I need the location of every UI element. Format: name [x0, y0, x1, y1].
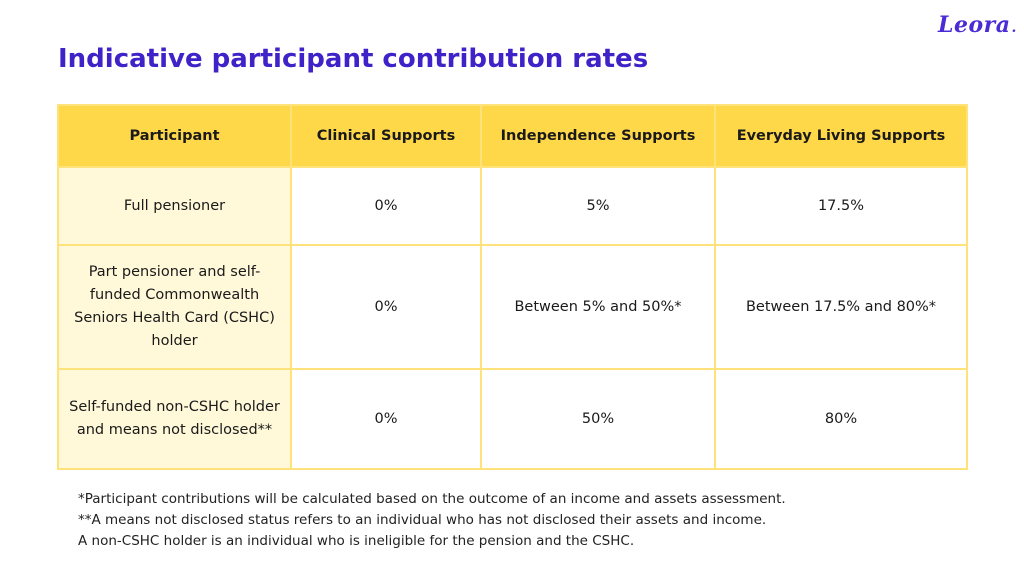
table-row: Self-funded non-CSHC holder and means no… — [57, 368, 968, 470]
header-participant: Participant — [57, 104, 292, 168]
clinical-rate-cell: 0% — [290, 166, 482, 246]
leora-logo: Leora. — [938, 12, 1017, 38]
independence-rate-cell: 5% — [480, 166, 716, 246]
table-header-row: Participant Clinical Supports Independen… — [57, 104, 968, 168]
page-title: Indicative participant contribution rate… — [58, 44, 649, 74]
clinical-rate-cell: 0% — [290, 368, 482, 470]
footnotes: *Participant contributions will be calcu… — [78, 489, 786, 552]
logo-dot: . — [1011, 20, 1017, 36]
everyday-living-rate-cell: Between 17.5% and 80%* — [714, 244, 968, 370]
participant-cell: Part pensioner and self-funded Commonwea… — [57, 244, 292, 370]
header-independence-supports: Independence Supports — [480, 104, 716, 168]
header-clinical-supports: Clinical Supports — [290, 104, 482, 168]
everyday-living-rate-cell: 17.5% — [714, 166, 968, 246]
logo-text: Leora — [938, 12, 1011, 38]
table-row: Full pensioner 0% 5% 17.5% — [57, 166, 968, 246]
footnote: **A means not disclosed status refers to… — [78, 512, 767, 528]
participant-cell: Self-funded non-CSHC holder and means no… — [57, 368, 292, 470]
table-row: Part pensioner and self-funded Commonwea… — [57, 244, 968, 370]
header-everyday-living-supports: Everyday Living Supports — [714, 104, 968, 168]
clinical-rate-cell: 0% — [290, 244, 482, 370]
everyday-living-rate-cell: 80% — [714, 368, 968, 470]
contribution-rates-table: Participant Clinical Supports Independen… — [57, 104, 968, 470]
footnote: *Participant contributions will be calcu… — [78, 491, 786, 507]
independence-rate-cell: 50% — [480, 368, 716, 470]
participant-cell: Full pensioner — [57, 166, 292, 246]
independence-rate-cell: Between 5% and 50%* — [480, 244, 716, 370]
footnote: A non-CSHC holder is an individual who i… — [78, 533, 635, 549]
